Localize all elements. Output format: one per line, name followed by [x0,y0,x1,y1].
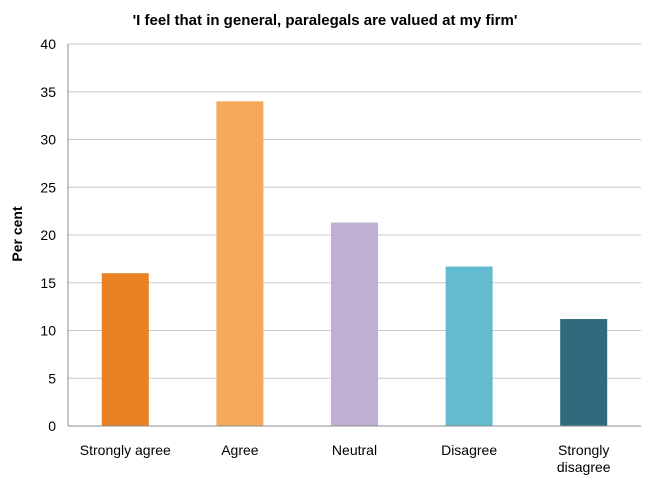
y-tick-labels: 0 5 10 15 20 25 30 35 40 [40,36,56,434]
bar [331,222,378,426]
category-label: Disagree [441,442,497,458]
y-axis-label: Per cent [9,206,25,262]
category-label: Strongly agree [80,442,171,458]
category-label: Strongly disagree [557,442,611,475]
category-label-line: Agree [221,442,259,458]
category-label-line: Strongly [558,442,609,458]
category-label-line: disagree [557,459,611,475]
chart-title: 'I feel that in general, paralegals are … [133,12,518,29]
bar [216,101,264,427]
category-label-line: Strongly agree [80,442,171,458]
y-tick-label: 25 [40,179,56,195]
bars [101,101,608,427]
bar [101,273,149,426]
y-tick-label: 10 [40,323,56,339]
y-tick-label: 30 [40,132,56,148]
category-label-line: Neutral [332,442,377,458]
y-tick-label: 5 [48,370,56,386]
category-label: Neutral [332,442,377,458]
bar [560,319,608,426]
y-tick-label: 0 [48,418,56,434]
y-tick-label: 15 [40,275,56,291]
category-label-line: Disagree [441,442,497,458]
bar [445,266,493,426]
y-tick-label: 35 [40,84,56,100]
y-tick-label: 40 [40,36,56,52]
category-label: Agree [221,442,259,458]
category-labels: Strongly agree Agree Neutral Disagree Strong… [80,442,611,475]
y-tick-label: 20 [40,227,56,243]
